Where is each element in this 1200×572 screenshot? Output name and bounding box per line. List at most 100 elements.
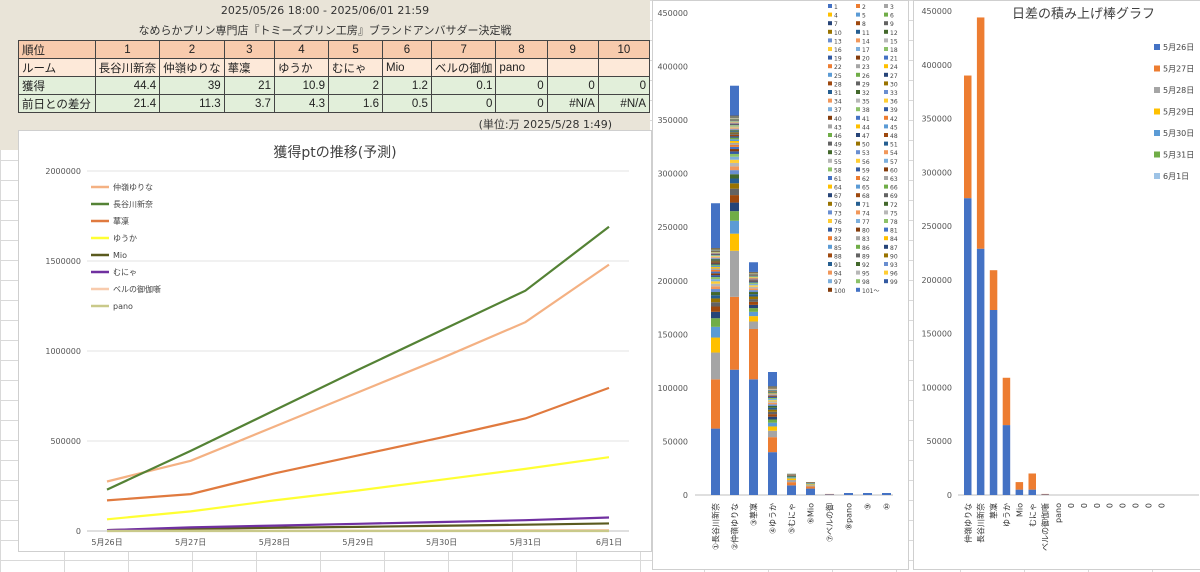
rank-cell[interactable]: 3 bbox=[223, 40, 275, 59]
rank-cell[interactable]: 2 bbox=[159, 40, 225, 59]
legend-swatch bbox=[884, 64, 888, 69]
legend-label: Mio bbox=[113, 251, 127, 260]
legend-swatch bbox=[828, 21, 832, 26]
y-tick-label: 450000 bbox=[921, 7, 952, 16]
room-cell[interactable]: Mio bbox=[382, 58, 432, 77]
bar-segment bbox=[749, 286, 758, 289]
room-cell[interactable]: ベルの御伽 bbox=[430, 58, 497, 77]
diff-cell[interactable]: 0.5 bbox=[382, 94, 432, 113]
x-tick-label: 5月26日 bbox=[91, 538, 122, 547]
bar-segment bbox=[730, 142, 739, 145]
diff-cell[interactable]: 1.6 bbox=[327, 94, 384, 113]
line-chart-panel[interactable]: 獲得ptの推移(予測) 0 500000 1000000 1500000 2000000 5… bbox=[18, 130, 652, 552]
bar-segment bbox=[730, 174, 739, 179]
points-cell[interactable]: 21 bbox=[223, 76, 275, 95]
bar-segment bbox=[749, 294, 758, 297]
room-cell[interactable]: むにゃ bbox=[327, 58, 384, 77]
bar-segment bbox=[730, 233, 739, 251]
x-tick-label: むにゃ bbox=[1028, 503, 1037, 527]
bar-segment bbox=[730, 137, 739, 140]
legend-label: 84 bbox=[890, 236, 898, 243]
bar-segment bbox=[711, 273, 720, 276]
bar-segment bbox=[730, 125, 739, 127]
rank-cell[interactable]: 4 bbox=[273, 40, 330, 59]
points-cell[interactable]: 0.1 bbox=[430, 76, 497, 95]
legend-swatch bbox=[828, 262, 832, 266]
legend-label: 35 bbox=[862, 99, 870, 106]
bar-segment bbox=[787, 476, 796, 478]
legend-swatch bbox=[884, 141, 888, 146]
legend-label: 19 bbox=[834, 56, 842, 63]
points-cell[interactable]: 0 bbox=[597, 76, 650, 95]
diff-cell[interactable]: 4.3 bbox=[273, 94, 330, 113]
points-cell[interactable]: 10.9 bbox=[273, 76, 330, 95]
bar-segment bbox=[711, 326, 720, 338]
points-cell[interactable]: 39 bbox=[159, 76, 225, 95]
points-cell[interactable]: 0 bbox=[546, 76, 599, 95]
bar-segment bbox=[1015, 482, 1024, 490]
bar-segment bbox=[964, 75, 972, 199]
y-tick-label: 500000 bbox=[50, 437, 81, 446]
room-cell[interactable]: 仲嶺ゆりな bbox=[159, 58, 225, 77]
bar-segment bbox=[749, 379, 758, 495]
legend-label: 91 bbox=[834, 262, 842, 269]
bar-segment bbox=[730, 133, 739, 135]
legend-label: 6月1日 bbox=[1163, 172, 1189, 181]
bar-segment bbox=[730, 124, 739, 126]
rank-cell[interactable]: 1 bbox=[94, 40, 161, 59]
bar-segment bbox=[749, 321, 758, 329]
points-cell[interactable]: 1.2 bbox=[382, 76, 432, 95]
legend-swatch bbox=[828, 184, 832, 189]
rank-cell[interactable]: 10 bbox=[597, 40, 650, 59]
bar-segment bbox=[730, 369, 739, 495]
legend-label: 5月27日 bbox=[1163, 65, 1194, 74]
bar-segment bbox=[711, 379, 720, 429]
room-cell[interactable]: ゆうか bbox=[273, 58, 330, 77]
points-cell[interactable]: 0 bbox=[495, 76, 548, 95]
room-cell[interactable]: 蕐凜 bbox=[223, 58, 275, 77]
legend-swatch bbox=[856, 29, 860, 34]
legend-label: 5 bbox=[862, 13, 866, 20]
legend-label: 34 bbox=[834, 99, 842, 106]
room-cell[interactable]: pano bbox=[495, 58, 548, 77]
legend-swatch bbox=[828, 227, 832, 232]
bar-segment bbox=[730, 195, 739, 203]
rank-cell[interactable]: 5 bbox=[327, 40, 384, 59]
bar-segment bbox=[730, 166, 739, 171]
bar-segment bbox=[749, 288, 758, 291]
bar-segment bbox=[730, 220, 739, 234]
rank-cell[interactable]: 9 bbox=[546, 40, 599, 59]
legend-swatch bbox=[828, 4, 832, 8]
points-cell[interactable]: 44.4 bbox=[94, 76, 161, 95]
diff-cell[interactable]: 11.3 bbox=[159, 94, 225, 113]
legend-swatch bbox=[856, 219, 860, 223]
room-cell[interactable] bbox=[546, 58, 599, 77]
legend-swatch bbox=[828, 72, 832, 77]
points-cell[interactable]: 2 bbox=[327, 76, 384, 95]
room-cell[interactable] bbox=[597, 58, 650, 77]
legend-swatch bbox=[828, 107, 832, 112]
rank-breakdown-chart-panel[interactable]: 0 50000 100000 150000 200000 250000 300000 3500… bbox=[652, 0, 909, 570]
bar-segment bbox=[749, 296, 758, 300]
rank-cell[interactable]: 8 bbox=[495, 40, 548, 59]
x-tick-label: 5月31日 bbox=[510, 538, 541, 547]
rank-cell[interactable]: 7 bbox=[430, 40, 497, 59]
legend-label: 18 bbox=[890, 47, 898, 54]
diff-cell[interactable]: #N/A bbox=[546, 94, 599, 113]
legend-swatch bbox=[884, 184, 888, 189]
diff-cell[interactable]: 3.7 bbox=[223, 94, 275, 113]
bar-segment bbox=[768, 405, 777, 408]
room-cell[interactable]: 長谷川新奈 bbox=[94, 58, 161, 77]
rank-cell[interactable]: 6 bbox=[382, 40, 432, 59]
daily-stack-chart-panel[interactable]: 日差の積み上げ棒グラフ 0 50000 100000 150000 200000 25000… bbox=[913, 0, 1200, 570]
bar-segment bbox=[882, 493, 891, 495]
diff-cell[interactable]: #N/A bbox=[597, 94, 650, 113]
diff-cell[interactable]: 21.4 bbox=[94, 94, 161, 113]
y-tick-label: 100000 bbox=[657, 384, 688, 393]
diff-cell[interactable]: 0 bbox=[495, 94, 548, 113]
diff-cell[interactable]: 0 bbox=[430, 94, 497, 113]
bar-segment bbox=[730, 139, 739, 141]
bar-segment bbox=[711, 256, 720, 258]
legend-label: 64 bbox=[834, 185, 842, 192]
legend-swatch bbox=[856, 21, 860, 26]
